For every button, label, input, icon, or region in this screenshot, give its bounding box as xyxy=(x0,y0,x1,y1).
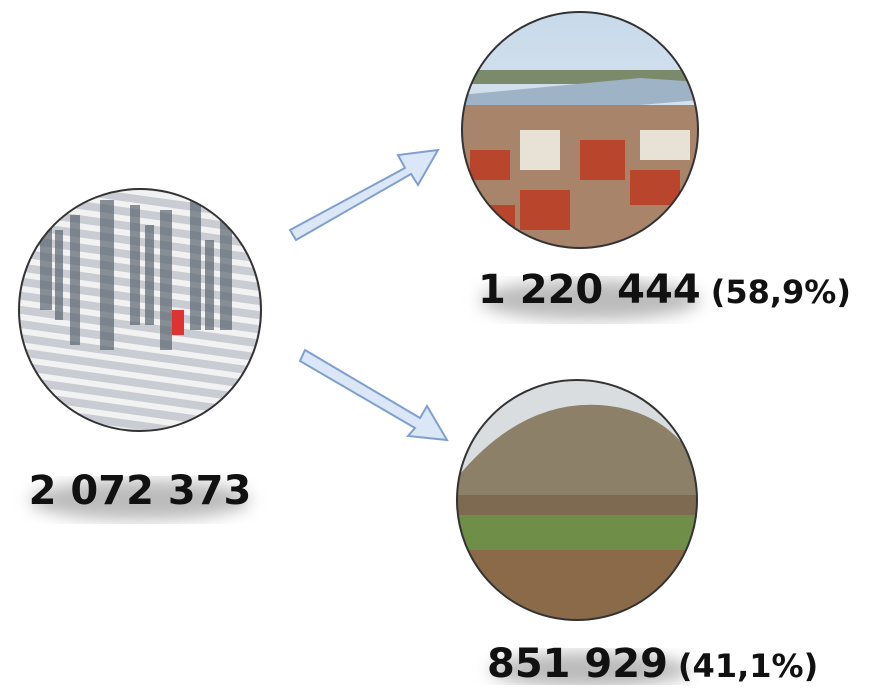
arrow xyxy=(300,350,447,440)
total-value: 2 072 373 xyxy=(29,468,252,514)
arrow xyxy=(290,150,438,240)
rural-share: (41,1%) xyxy=(678,647,818,685)
urban-value: 1 220 444 xyxy=(478,267,701,313)
urban-label: 1 220 444 (58,9%) xyxy=(478,267,851,313)
crowd-image xyxy=(15,185,265,435)
urban-share: (58,9%) xyxy=(711,273,851,311)
rural-label: 851 929 (41,1%) xyxy=(487,641,818,685)
rural-value: 851 929 xyxy=(487,641,668,685)
diagram: 2 072 373 1 220 444 (58,9%) 851 929 (41,1%… xyxy=(0,0,893,685)
page: 2 072 373 1 220 444 (58,9%) 851 929 (41,1%… xyxy=(0,0,893,685)
